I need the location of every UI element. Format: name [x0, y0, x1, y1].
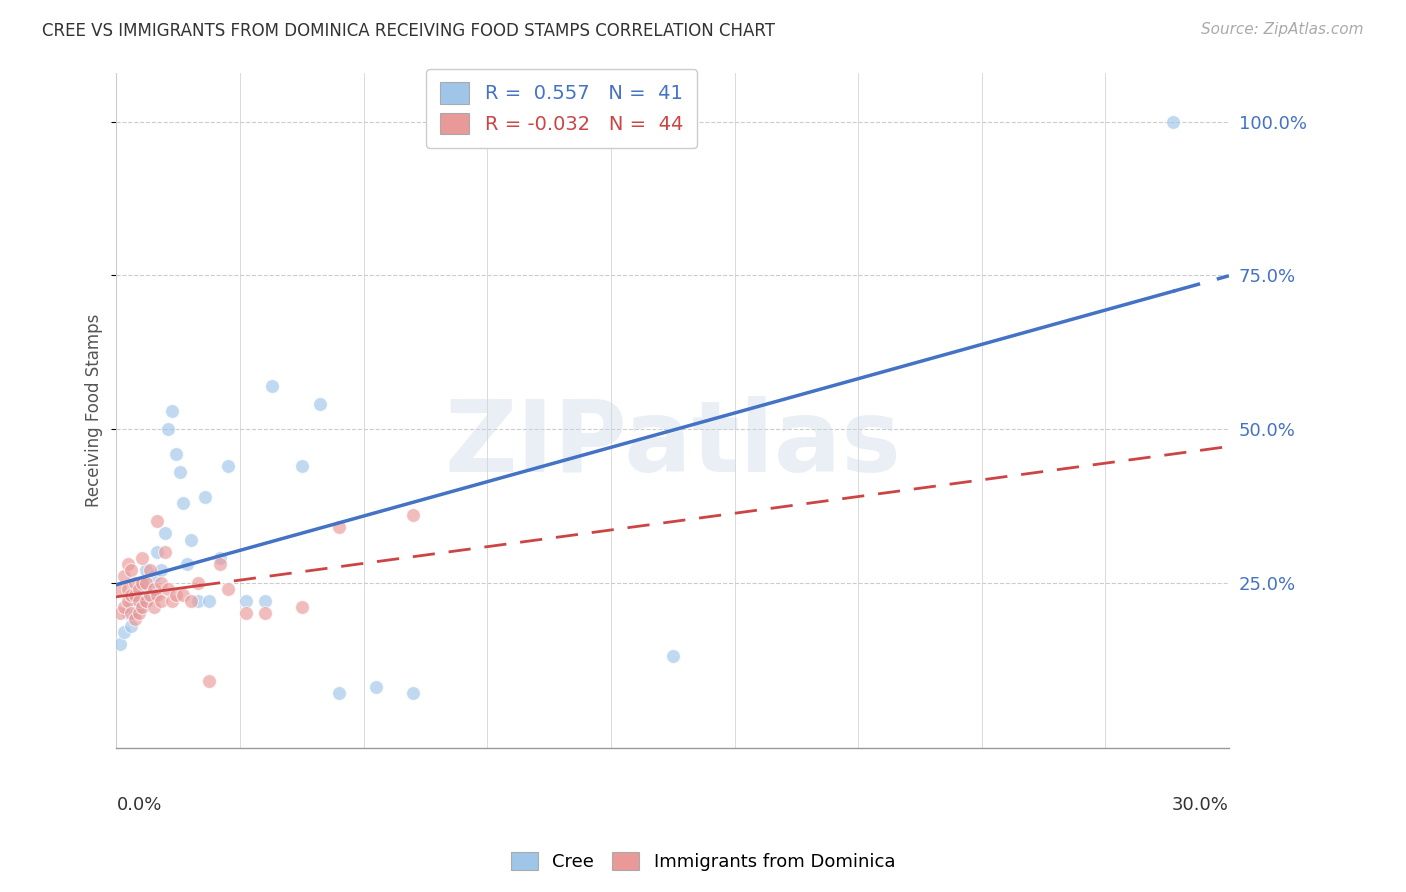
Point	[131, 575, 153, 590]
Point	[142, 582, 165, 596]
Text: 0.0%: 0.0%	[117, 796, 162, 814]
Point	[146, 545, 169, 559]
Point	[176, 557, 198, 571]
Text: Source: ZipAtlas.com: Source: ZipAtlas.com	[1201, 22, 1364, 37]
Point	[108, 607, 131, 621]
Point	[328, 686, 350, 700]
Point	[135, 575, 157, 590]
Point	[187, 594, 209, 608]
Point	[160, 594, 183, 608]
Point	[253, 594, 276, 608]
Point	[169, 465, 191, 479]
Point	[157, 582, 180, 596]
Point	[262, 379, 284, 393]
Point	[120, 588, 142, 602]
Point	[128, 582, 150, 596]
Point	[291, 600, 314, 615]
Point	[402, 508, 425, 522]
Point	[194, 490, 217, 504]
Point	[150, 594, 173, 608]
Point	[172, 588, 194, 602]
Point	[198, 673, 221, 688]
Point	[139, 582, 162, 596]
Point	[198, 594, 221, 608]
Point	[135, 594, 157, 608]
Point	[150, 563, 173, 577]
Point	[128, 600, 150, 615]
Point	[117, 557, 139, 571]
Point	[1161, 114, 1184, 128]
Point	[180, 594, 202, 608]
Point	[309, 397, 332, 411]
Point	[402, 686, 425, 700]
Point	[150, 575, 173, 590]
Point	[235, 607, 257, 621]
Point	[117, 594, 139, 608]
Point	[124, 612, 146, 626]
Point	[120, 618, 142, 632]
Y-axis label: Receiving Food Stamps: Receiving Food Stamps	[86, 314, 103, 508]
Point	[153, 545, 176, 559]
Legend: Cree, Immigrants from Dominica: Cree, Immigrants from Dominica	[503, 845, 903, 879]
Point	[112, 600, 135, 615]
Point	[146, 514, 169, 528]
Point	[146, 588, 169, 602]
Point	[139, 588, 162, 602]
Point	[131, 551, 153, 566]
Point	[124, 588, 146, 602]
Point	[120, 563, 142, 577]
Point	[291, 458, 314, 473]
Point	[108, 582, 131, 596]
Point	[112, 624, 135, 639]
Point	[180, 533, 202, 547]
Point	[160, 403, 183, 417]
Point	[128, 582, 150, 596]
Point	[217, 582, 239, 596]
Point	[172, 496, 194, 510]
Point	[131, 575, 153, 590]
Point	[108, 637, 131, 651]
Point	[209, 551, 232, 566]
Point	[157, 422, 180, 436]
Text: 30.0%: 30.0%	[1173, 796, 1229, 814]
Point	[120, 594, 142, 608]
Point	[135, 594, 157, 608]
Point	[328, 520, 350, 534]
Point	[124, 588, 146, 602]
Point	[124, 575, 146, 590]
Point	[142, 600, 165, 615]
Point	[165, 446, 187, 460]
Point	[135, 563, 157, 577]
Point	[165, 588, 187, 602]
Point	[112, 569, 135, 583]
Point	[142, 588, 165, 602]
Point	[128, 594, 150, 608]
Point	[131, 588, 153, 602]
Point	[120, 607, 142, 621]
Point	[142, 569, 165, 583]
Point	[253, 607, 276, 621]
Point	[153, 526, 176, 541]
Point	[131, 600, 153, 615]
Point	[124, 607, 146, 621]
Legend: R =  0.557   N =  41, R = -0.032   N =  44: R = 0.557 N = 41, R = -0.032 N = 44	[426, 69, 696, 148]
Point	[117, 582, 139, 596]
Point	[139, 563, 162, 577]
Point	[217, 458, 239, 473]
Point	[661, 649, 683, 664]
Point	[209, 557, 232, 571]
Point	[364, 680, 387, 694]
Point	[117, 607, 139, 621]
Text: CREE VS IMMIGRANTS FROM DOMINICA RECEIVING FOOD STAMPS CORRELATION CHART: CREE VS IMMIGRANTS FROM DOMINICA RECEIVI…	[42, 22, 775, 40]
Text: ZIPatlas: ZIPatlas	[444, 396, 901, 492]
Point	[128, 607, 150, 621]
Point	[187, 575, 209, 590]
Point	[235, 594, 257, 608]
